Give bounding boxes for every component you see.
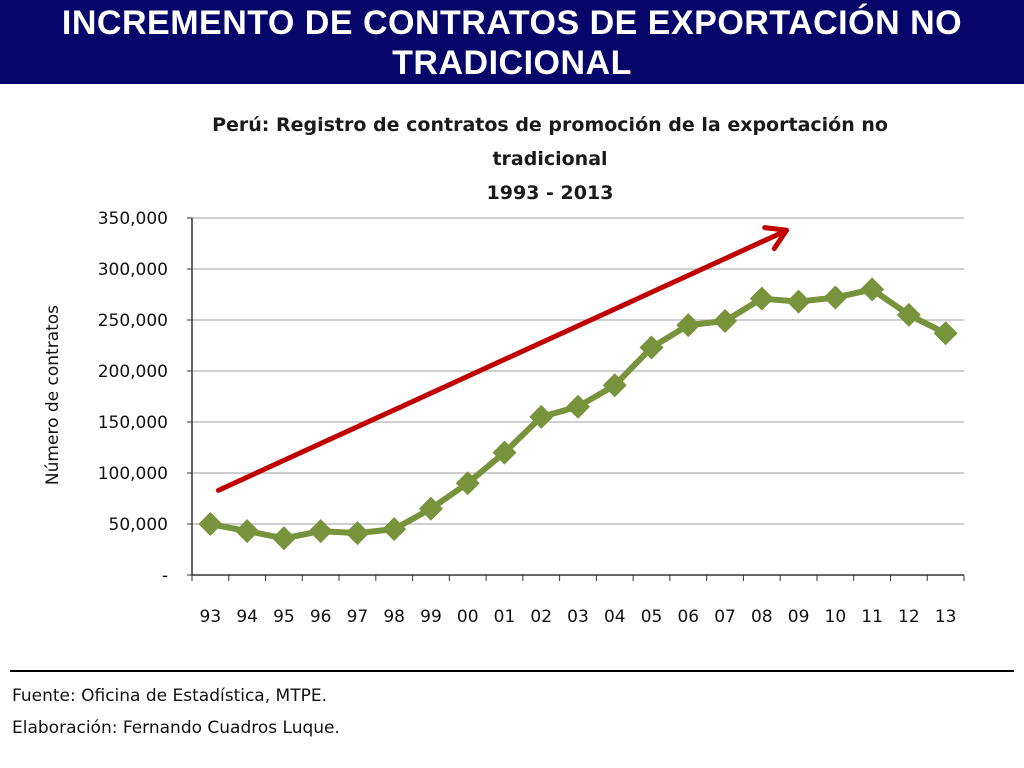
title-banner: INCREMENTO DE CONTRATOS DE EXPORTACIÓN N… (0, 0, 1024, 84)
data-point-marker (713, 309, 738, 334)
y-tick-label: 350,000 (98, 209, 168, 229)
data-point-marker (198, 512, 223, 536)
data-point-marker (933, 321, 958, 346)
data-point-marker (823, 285, 848, 310)
chart-title-line-1: Perú: Registro de contratos de promoción… (212, 114, 888, 136)
x-tick-label: 06 (677, 607, 699, 627)
y-tick-label: 150,000 (98, 413, 168, 433)
data-point-marker (896, 302, 921, 327)
data-point-marker (492, 440, 517, 465)
trend-arrow-shaft (215, 230, 784, 493)
data-point-marker (786, 289, 811, 314)
data-point-marker (235, 519, 260, 544)
data-point-marker (382, 517, 407, 542)
data-point-marker (676, 313, 701, 338)
data-point-marker (860, 277, 885, 302)
x-tick-label: 95 (273, 607, 295, 627)
chart-title-line-2: tradicional (492, 148, 608, 170)
x-tick-label: 01 (494, 607, 516, 627)
x-tick-label: 07 (714, 607, 736, 627)
source-note: Fuente: Oficina de Estadística, MTPE. (12, 686, 327, 706)
banner-title-line-1: INCREMENTO DE CONTRATOS DE EXPORTACIÓN N… (61, 4, 963, 42)
x-tick-label: 04 (604, 607, 626, 627)
data-point-marker (455, 471, 480, 496)
trend-arrow-head (762, 225, 790, 252)
data-point-marker (602, 373, 627, 398)
data-point-marker (639, 335, 664, 360)
banner-title-line-2: TRADICIONAL (392, 44, 632, 82)
x-tick-label: 98 (383, 607, 405, 627)
footer-notes: Fuente: Oficina de Estadística, MTPE. El… (12, 680, 340, 744)
data-point-marker (566, 394, 590, 419)
data-point-marker (345, 521, 370, 546)
x-tick-label: 11 (861, 607, 883, 627)
x-tick-label: 08 (751, 607, 773, 627)
x-tick-label: 02 (530, 607, 552, 627)
data-point-marker (418, 496, 443, 521)
footer-divider (10, 670, 1014, 672)
x-tick-label: 10 (825, 607, 847, 627)
chart-title: Perú: Registro de contratos de promoción… (190, 108, 910, 210)
x-tick-label: 09 (788, 607, 810, 627)
data-point-marker (749, 286, 774, 311)
y-tick-label: 50,000 (109, 515, 168, 535)
x-tick-label: 00 (457, 607, 479, 627)
x-tick-label: 97 (347, 607, 369, 627)
x-tick-label: 96 (310, 607, 332, 627)
y-tick-label: 300,000 (98, 260, 168, 280)
data-point-marker (529, 404, 554, 429)
x-tick-label: 12 (898, 607, 920, 627)
y-tick-label: 100,000 (98, 464, 168, 484)
x-tick-label: 99 (420, 607, 442, 627)
x-tick-label: 94 (236, 607, 258, 627)
author-note: Elaboración: Fernando Cuadros Luque. (12, 718, 340, 738)
x-tick-label: 13 (935, 607, 957, 627)
x-tick-label: 03 (567, 607, 589, 627)
y-tick-label: - (162, 566, 168, 586)
x-tick-label: 05 (641, 607, 663, 627)
chart-title-line-3: 1993 - 2013 (486, 182, 614, 204)
x-tick-label: 93 (200, 607, 222, 627)
data-point-marker (271, 526, 296, 551)
data-point-marker (308, 519, 333, 544)
y-tick-label: 250,000 (98, 311, 168, 331)
y-tick-label: 200,000 (98, 362, 168, 382)
